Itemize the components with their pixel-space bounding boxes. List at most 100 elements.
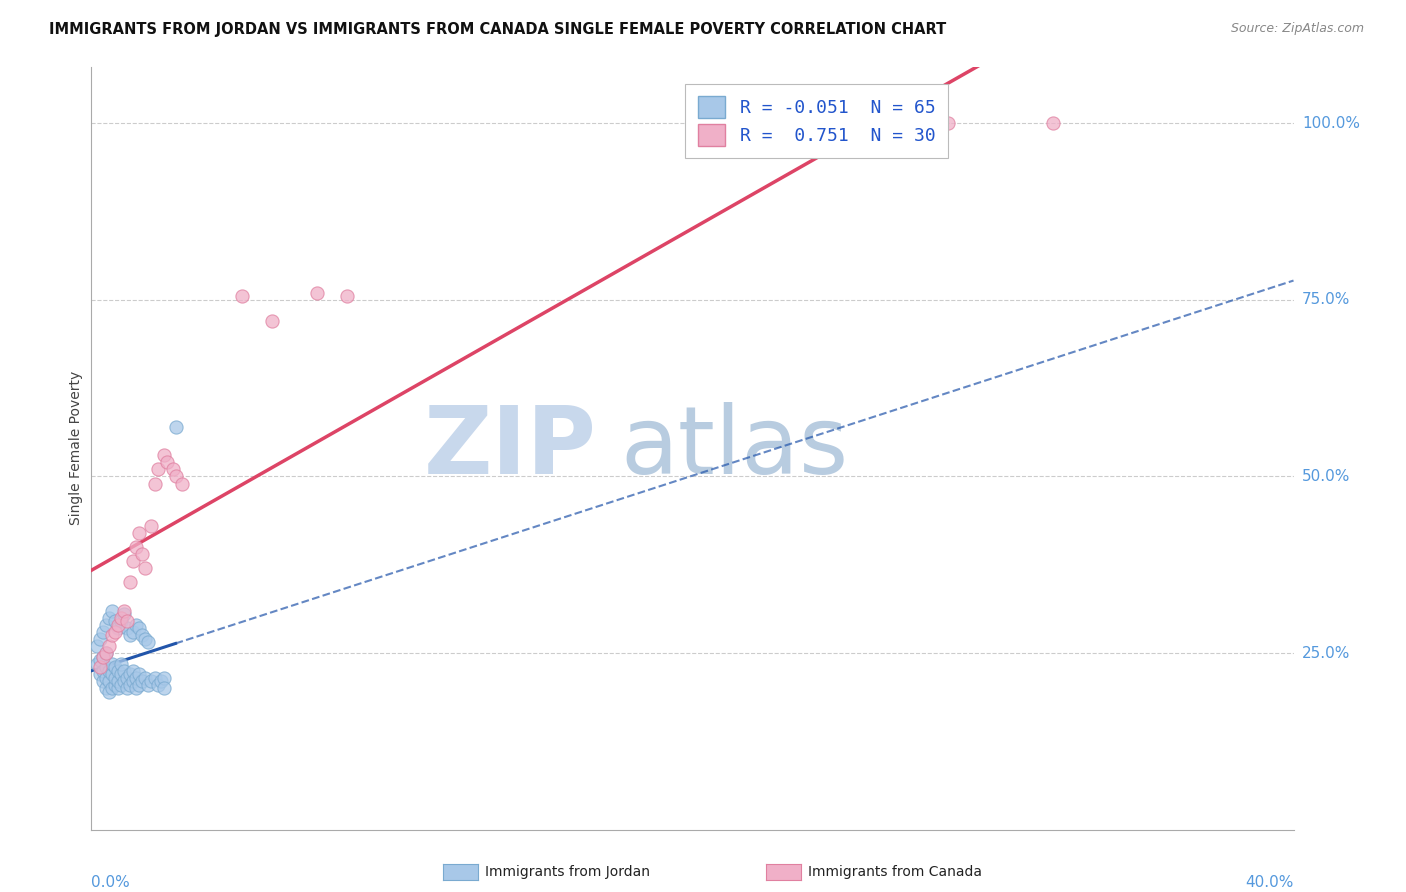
Point — [96, 681, 118, 696]
Point — [120, 678, 142, 692]
Point — [107, 617, 129, 632]
Point — [101, 628, 124, 642]
Point — [122, 664, 145, 678]
Point — [138, 635, 160, 649]
Point — [93, 664, 115, 678]
Point — [141, 674, 163, 689]
Point — [98, 664, 121, 678]
Point — [125, 681, 148, 696]
Text: 40.0%: 40.0% — [1246, 875, 1294, 890]
Text: atlas: atlas — [620, 402, 849, 494]
Point — [104, 678, 127, 692]
Y-axis label: Single Female Poverty: Single Female Poverty — [69, 371, 83, 525]
Point — [125, 671, 148, 685]
Point — [231, 289, 253, 303]
Point — [138, 678, 160, 692]
Point — [120, 667, 142, 681]
Point — [89, 653, 111, 667]
Point — [131, 674, 153, 689]
Point — [936, 116, 959, 130]
Point — [110, 667, 132, 681]
Point — [122, 624, 145, 639]
Legend: R = -0.051  N = 65, R =  0.751  N = 30: R = -0.051 N = 65, R = 0.751 N = 30 — [685, 84, 948, 158]
Point — [114, 664, 136, 678]
Point — [110, 678, 132, 692]
Point — [131, 628, 153, 642]
Point — [93, 674, 115, 689]
Point — [86, 657, 108, 671]
Point — [146, 678, 169, 692]
Point — [260, 314, 283, 328]
Point — [1042, 116, 1064, 130]
Point — [122, 554, 145, 568]
Point — [107, 674, 129, 689]
Text: 75.0%: 75.0% — [1302, 293, 1350, 308]
Point — [107, 621, 129, 635]
Point — [107, 664, 129, 678]
Point — [86, 639, 108, 653]
Point — [101, 667, 124, 681]
Point — [96, 646, 118, 660]
Point — [141, 519, 163, 533]
Point — [93, 649, 115, 664]
Point — [128, 678, 150, 692]
Point — [125, 617, 148, 632]
Point — [336, 289, 359, 303]
Text: IMMIGRANTS FROM JORDAN VS IMMIGRANTS FROM CANADA SINGLE FEMALE POVERTY CORRELATI: IMMIGRANTS FROM JORDAN VS IMMIGRANTS FRO… — [49, 22, 946, 37]
Point — [117, 671, 139, 685]
Point — [305, 285, 328, 300]
Point — [134, 561, 156, 575]
Point — [96, 646, 118, 660]
Text: Source: ZipAtlas.com: Source: ZipAtlas.com — [1230, 22, 1364, 36]
Point — [107, 681, 129, 696]
Point — [110, 611, 132, 625]
Point — [101, 681, 124, 696]
Point — [117, 681, 139, 696]
Point — [98, 674, 121, 689]
Point — [125, 540, 148, 554]
Point — [120, 575, 142, 590]
Text: 0.0%: 0.0% — [91, 875, 131, 890]
Point — [155, 455, 177, 469]
Point — [128, 667, 150, 681]
Point — [89, 660, 111, 674]
Point — [98, 639, 121, 653]
Point — [98, 611, 121, 625]
Text: 50.0%: 50.0% — [1302, 469, 1350, 484]
Point — [152, 448, 174, 462]
Point — [122, 674, 145, 689]
Point — [114, 604, 136, 618]
Text: ZIP: ZIP — [423, 402, 596, 494]
Point — [165, 420, 187, 434]
Point — [110, 657, 132, 671]
Point — [104, 660, 127, 674]
Text: 25.0%: 25.0% — [1302, 646, 1350, 660]
Point — [89, 667, 111, 681]
Point — [152, 671, 174, 685]
Text: 100.0%: 100.0% — [1302, 116, 1360, 131]
Point — [152, 681, 174, 696]
Text: Immigrants from Jordan: Immigrants from Jordan — [485, 865, 650, 880]
Point — [117, 621, 139, 635]
Point — [114, 674, 136, 689]
Point — [149, 674, 172, 689]
Point — [93, 649, 115, 664]
Point — [146, 462, 169, 476]
Point — [143, 476, 166, 491]
Point — [134, 671, 156, 685]
Point — [101, 604, 124, 618]
Point — [96, 617, 118, 632]
Point — [104, 671, 127, 685]
Point — [110, 614, 132, 628]
Point — [96, 660, 118, 674]
Point — [131, 547, 153, 561]
Point — [120, 628, 142, 642]
Point — [128, 621, 150, 635]
Point — [104, 624, 127, 639]
Point — [114, 607, 136, 622]
Point — [117, 614, 139, 628]
Point — [143, 671, 166, 685]
Point — [98, 685, 121, 699]
Point — [165, 469, 187, 483]
Text: Immigrants from Canada: Immigrants from Canada — [808, 865, 983, 880]
